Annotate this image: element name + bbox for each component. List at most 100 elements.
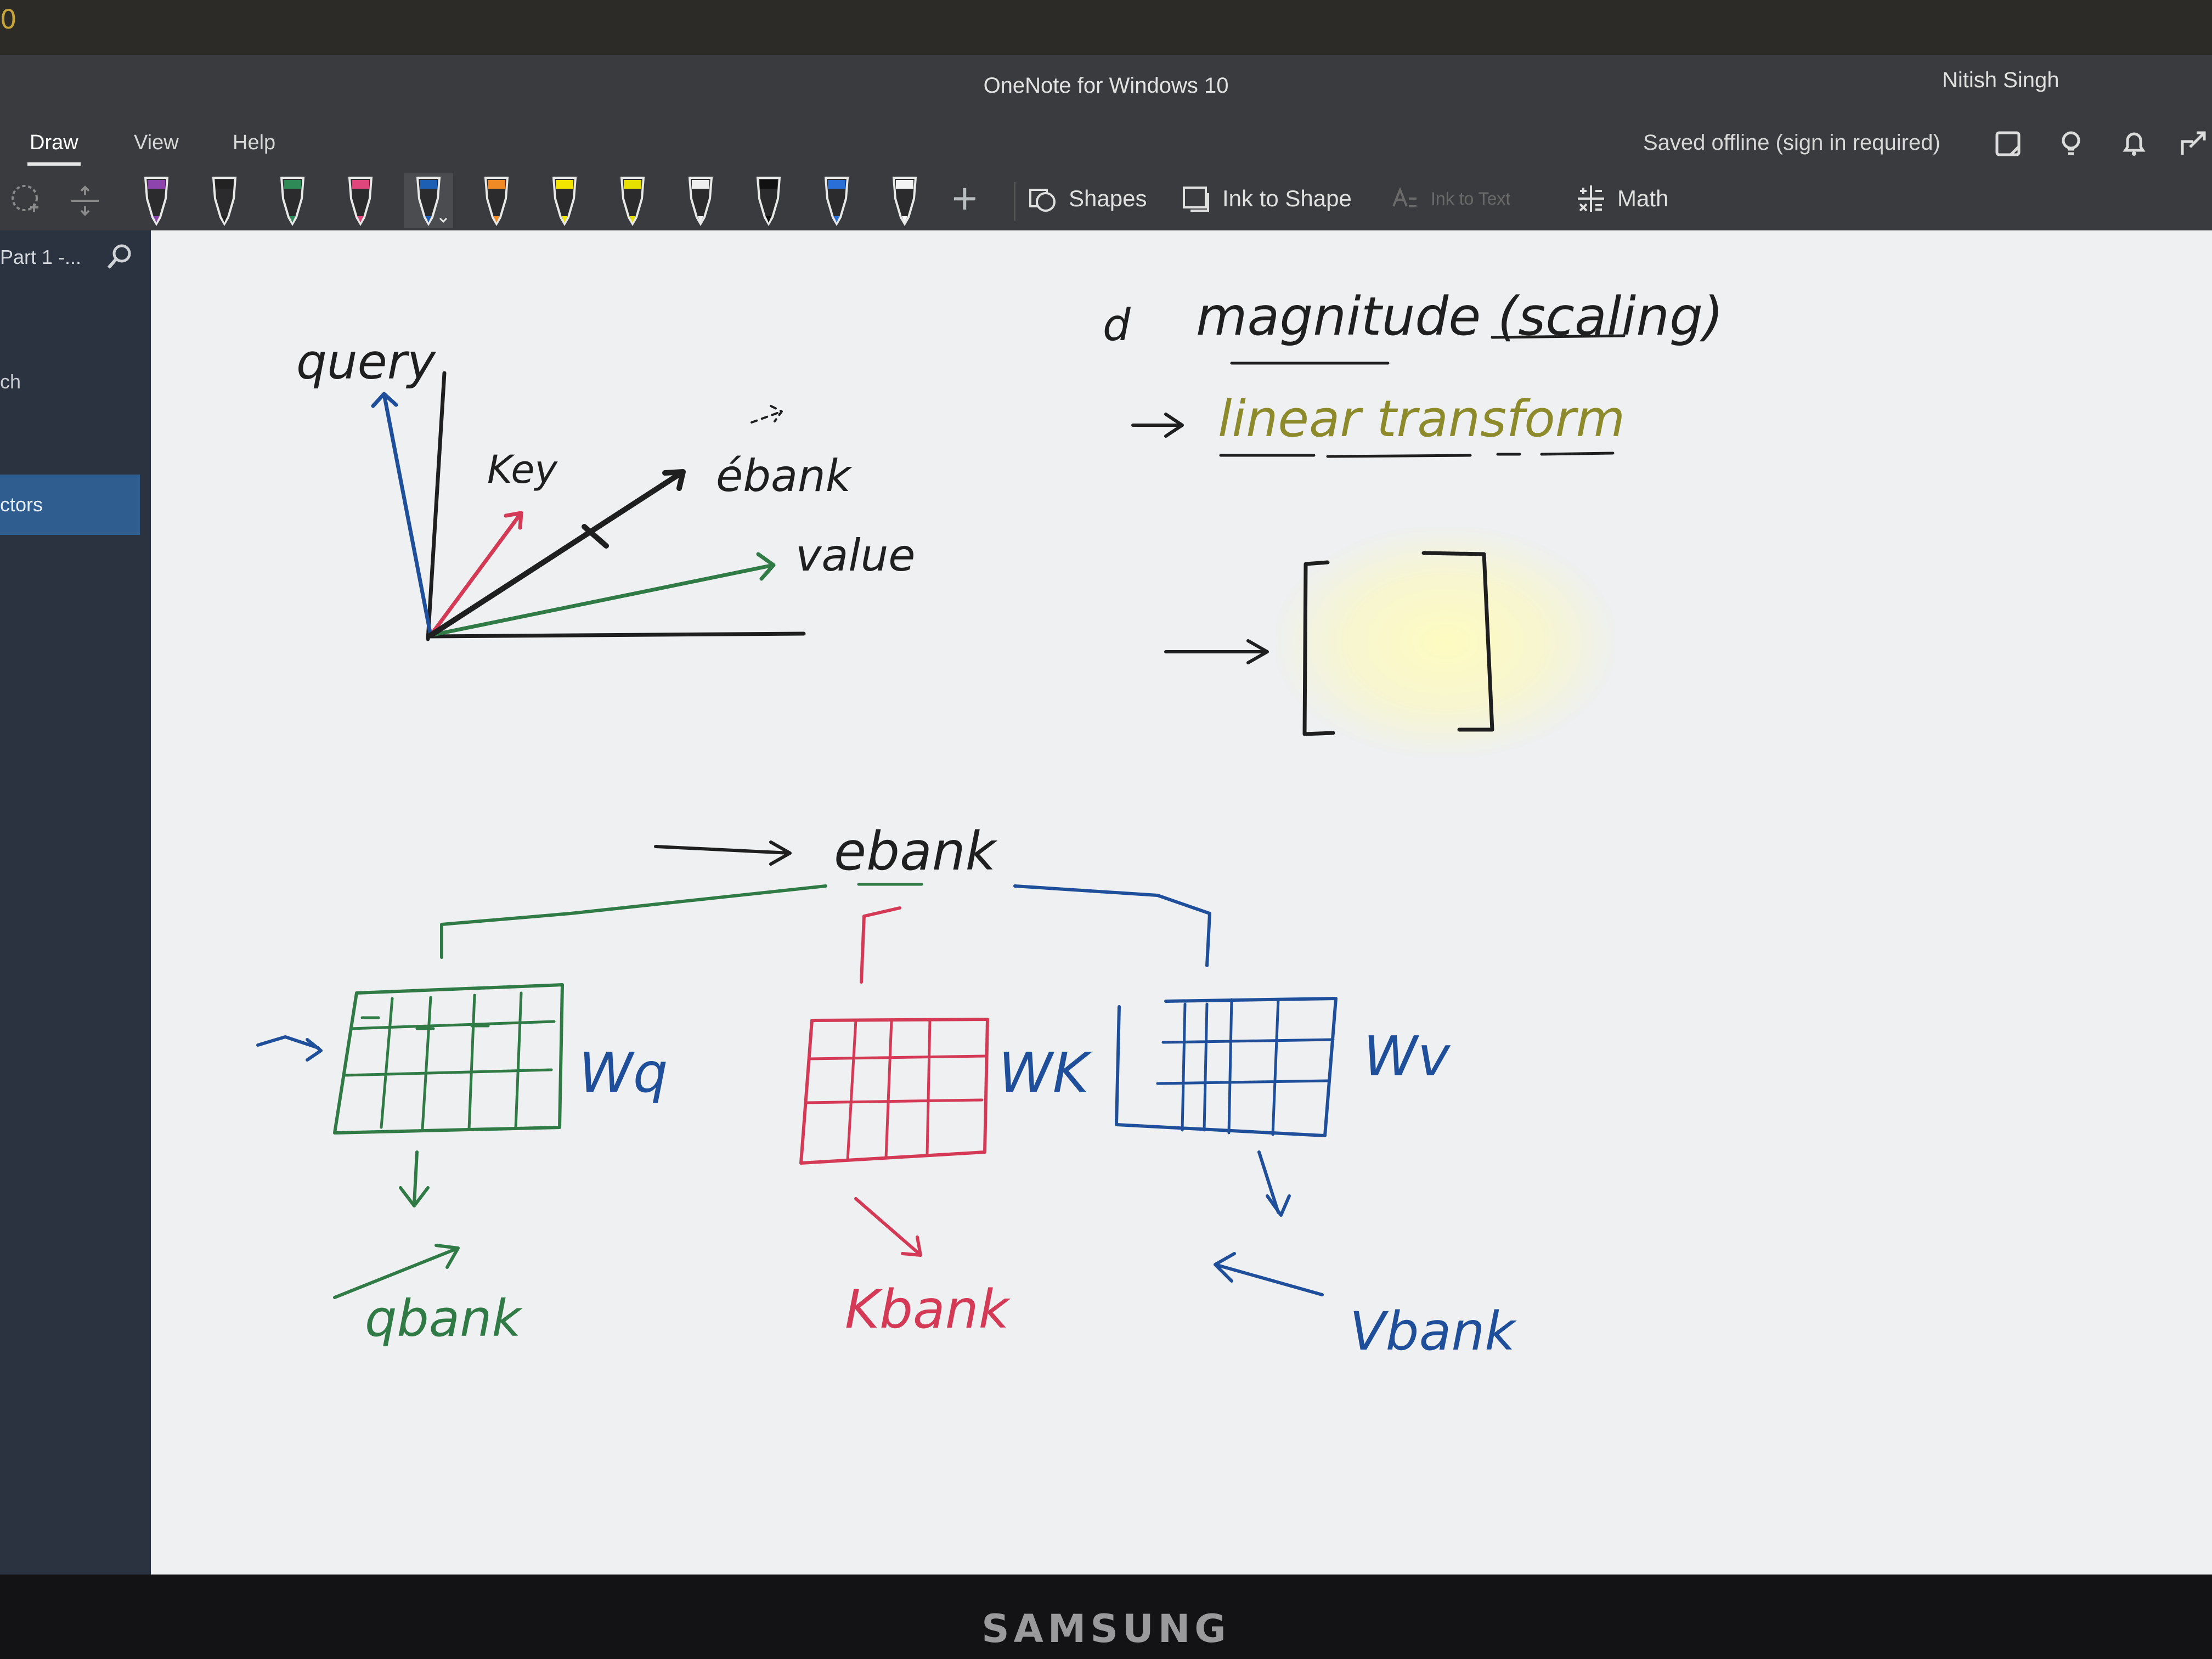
kbank-label: Kbank <box>845 1279 1011 1340</box>
white-pen-2-tool[interactable] <box>880 173 929 228</box>
blue-pen-2-tool[interactable] <box>812 173 861 228</box>
lasso-select-tool[interactable] <box>0 173 49 228</box>
ink-to-shape-button[interactable]: Ink to Shape <box>1180 177 1352 221</box>
vector-diagram: query Key ébank value <box>296 334 916 641</box>
pen-icon <box>348 177 373 226</box>
tab-view[interactable]: View <box>134 131 179 154</box>
math-button[interactable]: Math <box>1575 177 1668 221</box>
green-pen-tool[interactable] <box>268 173 317 228</box>
yellow-highlighter-tool[interactable] <box>540 173 589 228</box>
pen-icon <box>280 177 305 226</box>
pen-icon <box>688 177 713 226</box>
linear-transform-label: linear transform <box>1218 390 1625 448</box>
pen-icon <box>824 177 849 226</box>
ebank-dashed-arrow <box>751 405 783 424</box>
key-label: Key <box>487 447 558 492</box>
branch-to-wq <box>440 884 827 959</box>
value-vector-arrow <box>428 552 776 637</box>
wq-output-arrow <box>399 1150 430 1207</box>
ebank-vector-arrow <box>428 469 686 638</box>
wv-matrix: Wv Vbank <box>1115 997 1517 1362</box>
blue-pen-tool[interactable] <box>404 173 453 228</box>
wk-label: WK <box>998 1041 1093 1105</box>
pen-icon <box>484 177 509 226</box>
note-canvas[interactable]: query Key ébank value d magnitude (scal… <box>151 230 2212 1575</box>
math-label: Math <box>1617 185 1669 211</box>
wv-output-arrow <box>1257 1150 1291 1217</box>
ink-to-shape-label: Ink to Shape <box>1222 185 1352 211</box>
yellow-highlighter-2-tool[interactable] <box>608 173 657 228</box>
sidebar-item-ctors[interactable]: ctors <box>0 475 140 535</box>
lightbulb-icon[interactable] <box>2055 127 2087 160</box>
sync-status: Saved offline (sign in required) <box>1643 131 1940 155</box>
share-icon[interactable] <box>2177 127 2210 160</box>
ribbon-tab-bar: Draw View Help Saved offline (sign in re… <box>0 126 2212 170</box>
search-icon[interactable] <box>103 240 136 280</box>
ink-drawing: query Key ébank value d magnitude (scal… <box>256 286 1723 1362</box>
tab-help[interactable]: Help <box>233 131 276 154</box>
wk-output-arrow <box>854 1197 922 1257</box>
query-vector-arrow <box>371 392 433 637</box>
qbank-label: qbank <box>365 1289 523 1348</box>
magnitude-underline <box>1230 334 1626 365</box>
black-pen-tool[interactable] <box>200 173 249 228</box>
orange-pen-tool[interactable] <box>472 173 521 228</box>
wk-matrix: WK Kbank <box>799 1018 1093 1340</box>
ink-to-text-label: Ink to Text <box>1431 188 1511 208</box>
value-label: value <box>795 530 916 581</box>
monitor-corner-text: 0 <box>0 4 17 35</box>
key-vector-arrow <box>428 511 523 637</box>
window-title: OneNote for Windows 10 <box>983 74 1229 98</box>
toolbar-separator <box>1014 182 1015 221</box>
title-bar: OneNote for Windows 10 Nitish Singh <box>0 55 2212 126</box>
red-pen-tool[interactable] <box>336 173 385 228</box>
d-label: d <box>1103 300 1131 351</box>
screen-glare <box>1276 527 1616 757</box>
wq-matrix: Wq qbank <box>256 983 668 1348</box>
pen-icon <box>212 177 237 226</box>
shapes-button[interactable]: Shapes <box>1026 177 1147 221</box>
add-pen-icon[interactable]: + <box>952 174 978 223</box>
vbank-label: Vbank <box>1350 1301 1517 1362</box>
ebank-mid-label: ebank <box>834 821 998 882</box>
scaling-notes: d magnitude (scaling) linear transform <box>1103 286 1723 736</box>
query-label: query <box>296 334 437 390</box>
matrix-left-bracket <box>1302 560 1335 736</box>
pen-icon <box>416 177 448 226</box>
pen-icon <box>144 177 169 226</box>
ebank-input-arrow <box>654 840 792 866</box>
black-pen-2-tool[interactable] <box>744 173 793 228</box>
user-account-name[interactable]: Nitish Singh <box>1942 68 2059 92</box>
sticky-note-icon[interactable] <box>1991 127 2024 160</box>
purple-pen-tool[interactable] <box>132 173 181 228</box>
white-pen-tool[interactable] <box>676 173 725 228</box>
ink-to-text-button[interactable]: Ink to Text <box>1388 177 1510 221</box>
sidebar-section-title[interactable]: Part 1 -... <box>0 246 82 268</box>
pen-icon <box>756 177 781 226</box>
bell-icon[interactable] <box>2118 127 2151 160</box>
sidebar-item-ch[interactable]: ch <box>0 370 21 393</box>
tab-draw[interactable]: Draw <box>27 126 81 166</box>
wv-label: Wv <box>1363 1024 1451 1088</box>
branch-to-wv <box>1013 884 1211 967</box>
monitor-bottom-bezel: SAMSUNG <box>0 1575 2212 1659</box>
ink-to-shape-icon <box>1183 187 1209 212</box>
matrix-arrow <box>1164 639 1269 664</box>
pen-icon <box>892 177 917 226</box>
ebank-top-label: ébank <box>716 450 853 501</box>
monitor-brand-logo: SAMSUNG <box>981 1606 1231 1651</box>
y-axis <box>426 371 447 641</box>
vbank-arrow <box>1214 1252 1324 1296</box>
math-icon <box>1578 185 1604 212</box>
matrix-right-bracket <box>1421 551 1494 732</box>
linear-arrow <box>1131 413 1184 438</box>
ebank-arrow-mark <box>582 524 609 549</box>
linear-underline <box>1219 452 1615 458</box>
monitor-top-bezel: 0 <box>0 0 2212 55</box>
qbank-arrow <box>333 1244 460 1299</box>
ink-to-text-icon <box>1392 187 1417 207</box>
projection-diagram: ebank Wq qbank <box>256 821 1517 1362</box>
shapes-label: Shapes <box>1069 185 1147 211</box>
branch-to-wk <box>860 906 901 984</box>
insert-space-tool[interactable] <box>60 173 110 228</box>
